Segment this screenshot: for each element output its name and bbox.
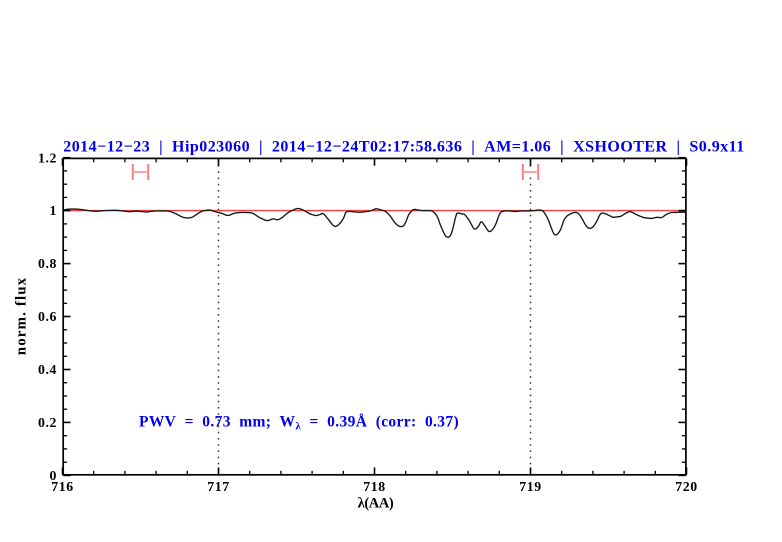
svg-text:719: 719 [519,479,542,494]
svg-text:0.2: 0.2 [38,415,57,430]
svg-text:2014−12−23 | Hip023060 | 2: 2014−12−23 | Hip023060 | 2014−12−24T02:1… [63,139,745,156]
svg-text:norm. flux: norm. flux [14,277,30,356]
svg-text:0: 0 [50,468,58,483]
svg-text:0.6: 0.6 [38,309,57,324]
svg-text:1: 1 [50,203,58,218]
svg-text:720: 720 [675,479,698,494]
svg-text:PWV = 0.73 mm; Wλ = 0.39: PWV = 0.73 mm; Wλ = 0.39Å (corr: 0.37) [139,414,459,433]
svg-text:718: 718 [363,479,386,494]
svg-text:0.4: 0.4 [38,362,57,377]
svg-text:717: 717 [207,479,230,494]
svg-text:1.2: 1.2 [38,150,57,165]
svg-text:λ(AA): λ(AA) [358,496,394,512]
svg-text:716: 716 [51,479,74,494]
svg-text:0.8: 0.8 [38,256,57,271]
